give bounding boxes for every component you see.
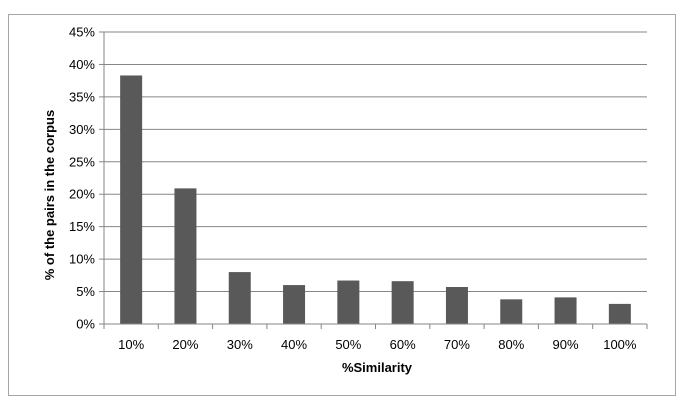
y-tick-label: 30% — [69, 122, 95, 137]
x-axis-title: %Similarity — [342, 360, 413, 375]
y-tick-label: 15% — [69, 219, 95, 234]
y-axis-title: % of the pairs in the corpus — [42, 110, 57, 280]
bars — [120, 75, 631, 324]
y-tick-label: 0% — [76, 317, 95, 332]
bar-100-pct — [608, 303, 631, 324]
y-tick-label: 20% — [69, 187, 95, 202]
bar-20-pct — [174, 188, 197, 324]
y-tick-label: 25% — [69, 154, 95, 169]
bar-30-pct — [228, 272, 251, 324]
bar-60-pct — [391, 281, 414, 324]
bar-80-pct — [500, 299, 523, 324]
chart-frame — [8, 14, 676, 396]
y-tick-label: 10% — [69, 252, 95, 267]
x-tick-label: 20% — [172, 337, 198, 352]
bar-10-pct — [120, 75, 143, 324]
x-tick-labels: 10% 20% 30% 40% 50% 60% 70% 80% 90% 100% — [118, 337, 637, 352]
x-tick-label: 10% — [118, 337, 144, 352]
axes — [99, 31, 648, 329]
y-tick-label: 35% — [69, 89, 95, 104]
x-tick-label: 100% — [603, 337, 637, 352]
y-tick-label: 5% — [76, 284, 95, 299]
y-tick-labels: 0% 5% 10% 15% 20% 25% 30% 35% 40% 45% — [69, 25, 95, 332]
x-tick-label: 60% — [390, 337, 416, 352]
bar-90-pct — [554, 297, 577, 324]
x-tick-label: 40% — [281, 337, 307, 352]
x-tick-label: 50% — [335, 337, 361, 352]
x-tick-label: 70% — [444, 337, 470, 352]
x-tick-label: 30% — [227, 337, 253, 352]
y-tick-label: 45% — [69, 25, 95, 40]
bar-40-pct — [283, 285, 306, 324]
bar-70-pct — [445, 287, 468, 324]
x-tick-label: 90% — [553, 337, 579, 352]
bar-50-pct — [337, 280, 360, 324]
x-tick-label: 80% — [498, 337, 524, 352]
y-tick-label: 40% — [69, 57, 95, 72]
